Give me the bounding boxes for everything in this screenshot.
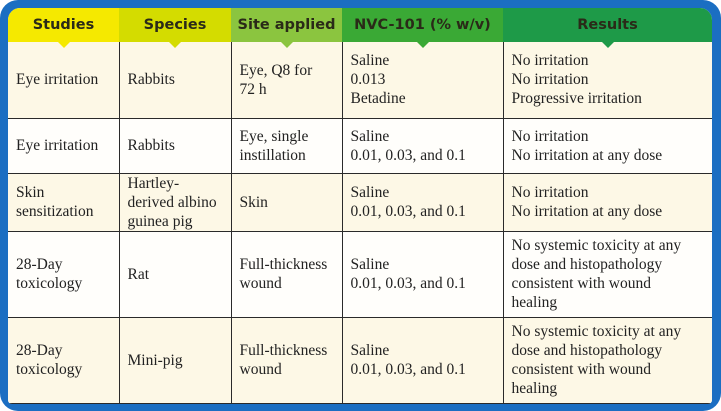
cell-line: 28-Day (16, 342, 63, 359)
header-results: Results (503, 8, 712, 48)
cell-line: sensitization (16, 203, 94, 220)
cell-site: Eye, Q8 for 72 h (230, 42, 343, 119)
cell-line: consistent with wound (511, 275, 652, 292)
cell-site: Full-thickness wound (230, 317, 343, 404)
cell-species: Rabbits (118, 42, 232, 119)
cell-species: Rabbits (118, 118, 232, 174)
cell-nvc: Saline 0.01, 0.03, and 0.1 (341, 173, 504, 232)
cell-line: Rabbits (127, 71, 175, 89)
cell-results: No irritation No irritation at any dose (502, 173, 712, 232)
header-studies: Studies (8, 8, 119, 48)
cell-line: Saline (350, 184, 390, 201)
cell-line: 28-Day (16, 256, 63, 273)
cell-line: dose and histopathology (511, 342, 663, 359)
cell-line: Skin (16, 184, 45, 201)
cell-line: 0.01, 0.03, and 0.1 (350, 361, 466, 378)
cell-line: Eye irritation (16, 71, 99, 89)
cell-line: Rabbits (127, 137, 175, 154)
cell-nvc: Saline 0.01, 0.03, and 0.1 (341, 118, 504, 174)
cell-line: 0.01, 0.03, and 0.1 (350, 203, 466, 220)
cell-site: Skin (230, 173, 343, 232)
cell-line: Saline (350, 342, 390, 359)
table-row: Eye irritation Rabbits Eye, single instilla… (8, 118, 712, 174)
cell-site: Full-thickness wound (230, 231, 343, 318)
cell-line: Skin (239, 193, 268, 211)
cell-species: Rat (118, 231, 232, 318)
cell-line: No irritation (511, 184, 589, 201)
cell-line: Saline (350, 127, 390, 145)
cell-study: Skin sensitization (8, 173, 120, 232)
cell-line: 72 h (239, 80, 267, 98)
cell-results: No irritation No irritation Progressive ir… (502, 42, 712, 119)
header-row: Studies Species Site applied NVC-101 (% w/v… (8, 8, 712, 48)
cell-nvc: Saline 0.01, 0.03, and 0.1 (341, 317, 504, 404)
cell-study: Eye irritation (8, 118, 120, 174)
cell-line: wound (239, 361, 282, 378)
cell-line: No irritation (511, 52, 589, 70)
cell-line: Hartley- (127, 174, 180, 192)
cell-line: Full-thickness (239, 256, 328, 273)
cell-line: No systemic toxicity at any (511, 323, 682, 340)
cell-line: No systemic toxicity at any (511, 237, 682, 254)
study-table: Studies Species Site applied NVC-101 (% w/v… (8, 8, 712, 404)
cell-study: 28-Day toxicology (8, 231, 120, 318)
table-row: Skin sensitization Hartley-derived albino g… (8, 173, 712, 232)
cell-species: Mini-pig (118, 317, 232, 404)
cell-study: Eye irritation (8, 42, 120, 119)
cell-line: derived albino (127, 193, 217, 211)
table-row: Eye irritation Rabbits Eye, Q8 for 72 h Sali… (8, 42, 712, 119)
cell-line: toxicology (16, 275, 83, 292)
cell-species: Hartley-derived albino guinea pig (118, 173, 232, 232)
cell-line: wound (239, 275, 282, 292)
cell-nvc: Saline 0.013 Betadine (341, 42, 504, 119)
cell-line: 0.01, 0.03, and 0.1 (350, 146, 466, 164)
cell-line: dose and histopathology (511, 256, 663, 273)
cell-line: Full-thickness (239, 342, 328, 359)
header-site-applied: Site applied (231, 8, 342, 48)
cell-line: Progressive irritation (511, 90, 642, 108)
cell-line: No irritation at any dose (511, 203, 663, 220)
cell-line: Eye, Q8 for (239, 61, 313, 79)
cell-line: Betadine (350, 90, 406, 108)
cell-line: No irritation at any dose (511, 146, 663, 164)
cell-line: healing (511, 380, 558, 397)
cell-results: No systemic toxicity at any dose and hist… (502, 231, 712, 318)
cell-line: Eye, single (239, 127, 309, 145)
cell-line: 0.013 (350, 71, 386, 89)
cell-line: Saline (350, 52, 390, 70)
cell-line: consistent with wound (511, 361, 652, 378)
cell-line: guinea pig (127, 212, 193, 230)
cell-line: 0.01, 0.03, and 0.1 (350, 275, 466, 292)
cell-nvc: Saline 0.01, 0.03, and 0.1 (341, 231, 504, 318)
cell-line: healing (511, 294, 558, 311)
cell-results: No irritation No irritation at any dose (502, 118, 712, 174)
cell-line: Rat (127, 265, 150, 283)
cell-study: 28-Day toxicology (8, 317, 120, 404)
cell-results: No systemic toxicity at any dose and hist… (502, 317, 712, 404)
table-row: 28-Day toxicology Mini-pig Full-thickness wo… (8, 317, 712, 404)
cell-line: Eye irritation (16, 137, 99, 154)
header-nvc-101: NVC-101 (% w/v) (342, 8, 503, 48)
cell-line: instillation (239, 146, 306, 164)
table-container: Studies Species Site applied NVC-101 (% w/v… (8, 8, 712, 404)
table-row: 28-Day toxicology Rat Full-thickness wound Sa… (8, 231, 712, 318)
header-species: Species (119, 8, 231, 48)
cell-line: toxicology (16, 361, 83, 378)
cell-site: Eye, single instillation (230, 118, 343, 174)
cell-line: Saline (350, 256, 390, 273)
cell-line: No irritation (511, 71, 589, 89)
cell-line: Mini-pig (127, 351, 183, 369)
cell-line: No irritation (511, 127, 589, 145)
